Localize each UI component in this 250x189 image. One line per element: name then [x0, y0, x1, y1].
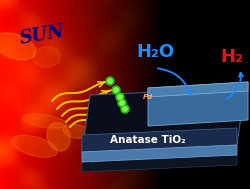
Circle shape [112, 86, 120, 94]
Circle shape [107, 79, 112, 83]
Polygon shape [82, 155, 236, 172]
Polygon shape [82, 145, 236, 162]
Text: H₂: H₂ [220, 48, 242, 66]
Polygon shape [82, 88, 244, 152]
Circle shape [119, 101, 124, 105]
Text: H₂O: H₂O [136, 43, 173, 61]
Text: Anatase TiO₂: Anatase TiO₂ [110, 135, 185, 145]
Circle shape [116, 93, 124, 101]
FancyArrowPatch shape [226, 73, 242, 98]
Ellipse shape [47, 123, 70, 151]
Text: SUN: SUN [18, 22, 66, 48]
Ellipse shape [63, 124, 90, 138]
Circle shape [120, 105, 128, 113]
Text: Pd: Pd [142, 94, 152, 100]
Ellipse shape [11, 135, 57, 157]
Ellipse shape [22, 114, 66, 128]
Circle shape [122, 107, 127, 111]
Polygon shape [148, 82, 247, 126]
Circle shape [117, 95, 122, 99]
Ellipse shape [0, 33, 36, 60]
Polygon shape [82, 128, 236, 152]
Circle shape [118, 99, 126, 107]
Circle shape [106, 77, 114, 85]
Circle shape [113, 88, 118, 92]
Ellipse shape [32, 47, 60, 67]
Polygon shape [148, 82, 247, 97]
FancyArrowPatch shape [157, 68, 191, 95]
